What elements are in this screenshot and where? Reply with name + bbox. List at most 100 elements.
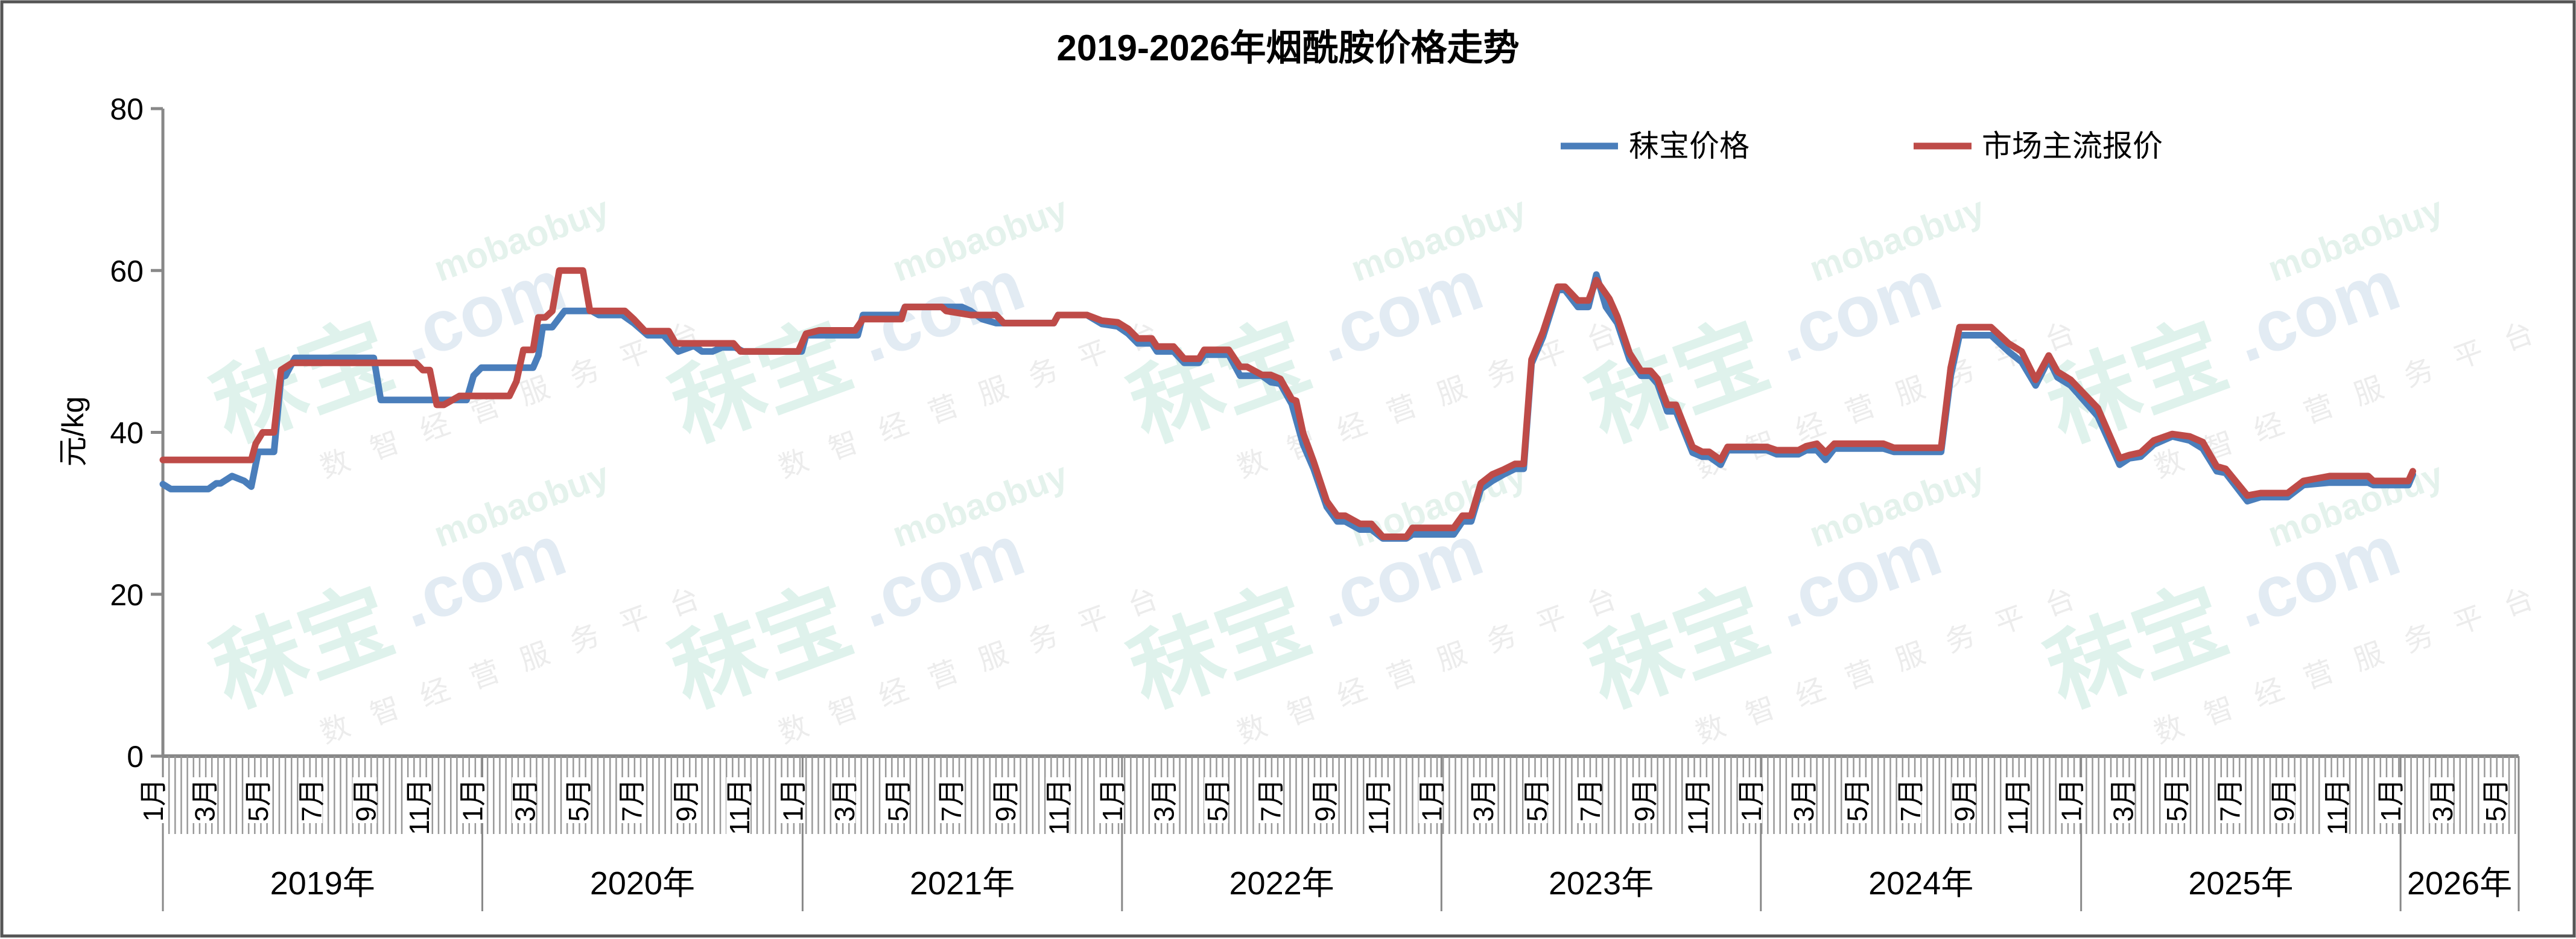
year-label: 2024年 bbox=[1868, 865, 1973, 902]
month-label-bg bbox=[352, 777, 377, 823]
month-label-bg bbox=[1470, 777, 1494, 823]
month-label: 1月 bbox=[457, 778, 488, 822]
month-label-bg bbox=[992, 777, 1017, 823]
month-label: 5月 bbox=[2161, 778, 2192, 822]
month-label: 3月 bbox=[2107, 778, 2139, 822]
month-label: 3月 bbox=[510, 778, 541, 822]
year-label: 2025年 bbox=[2188, 865, 2293, 902]
month-label-bg bbox=[1418, 777, 1443, 823]
legend: 秣宝价格 市场主流报价 bbox=[1561, 129, 2163, 163]
month-label-bg bbox=[1312, 777, 1336, 823]
month-label: 11月 bbox=[1682, 778, 1713, 835]
month-label-bg bbox=[1951, 777, 1976, 823]
month-label-bg bbox=[831, 777, 855, 823]
month-label: 7月 bbox=[2214, 778, 2245, 822]
month-label: 3月 bbox=[1148, 778, 1179, 822]
month-label-bg bbox=[779, 777, 804, 823]
month-label: 5月 bbox=[2480, 778, 2511, 822]
month-label: 1月 bbox=[2375, 778, 2406, 822]
legend-label-mobao: 秣宝价格 bbox=[1629, 129, 1750, 163]
month-label: 5月 bbox=[243, 778, 274, 822]
month-label: 5月 bbox=[1202, 778, 1233, 822]
month-label-bg bbox=[1576, 777, 1601, 823]
month-label: 7月 bbox=[616, 778, 647, 822]
month-label-bg bbox=[565, 777, 589, 823]
month-label: 7月 bbox=[1895, 778, 1926, 822]
month-label: 7月 bbox=[296, 778, 328, 822]
month-label-bg bbox=[1365, 777, 1389, 838]
y-axis: 0 20 40 60 80 bbox=[110, 92, 165, 774]
month-label-bg bbox=[191, 777, 216, 823]
month-label-bg bbox=[1897, 777, 1921, 823]
month-label: 11月 bbox=[2002, 778, 2034, 835]
month-label: 1月 bbox=[777, 778, 808, 822]
month-label: 11月 bbox=[1363, 778, 1394, 835]
month-label: 11月 bbox=[2322, 778, 2353, 835]
month-label: 3月 bbox=[189, 778, 221, 822]
month-label-bg bbox=[1099, 777, 1123, 823]
month-label-bg bbox=[2005, 777, 2029, 838]
month-label-bg bbox=[2482, 777, 2507, 823]
month-label: 1月 bbox=[1416, 778, 1447, 822]
y-tick-label: 40 bbox=[110, 416, 144, 450]
month-label-bg bbox=[1737, 777, 1762, 823]
month-label: 9月 bbox=[1949, 778, 1981, 822]
month-label-bg bbox=[1257, 777, 1282, 823]
month-label-bg bbox=[459, 777, 484, 823]
month-label-bg bbox=[2429, 777, 2454, 823]
month-label-bg bbox=[1523, 777, 1548, 823]
month-label: 5月 bbox=[563, 778, 594, 822]
month-label-bg bbox=[2163, 777, 2187, 823]
month-label: 1月 bbox=[1736, 778, 1767, 822]
month-label: 3月 bbox=[2427, 778, 2458, 822]
month-label-bg bbox=[2271, 777, 2295, 823]
month-label-bg bbox=[1045, 777, 1070, 838]
month-label-bg bbox=[1790, 777, 1815, 823]
month-label: 9月 bbox=[990, 778, 1021, 822]
month-label: 5月 bbox=[882, 778, 913, 822]
y-tick-label: 20 bbox=[110, 578, 144, 612]
year-label: 2019年 bbox=[270, 865, 375, 902]
y-tick-label: 0 bbox=[127, 740, 144, 774]
month-label: 5月 bbox=[1521, 778, 1552, 822]
month-label-bg bbox=[405, 777, 430, 838]
legend-label-market: 市场主流报价 bbox=[1982, 129, 2163, 163]
year-label: 2020年 bbox=[590, 865, 695, 902]
month-label: 3月 bbox=[1468, 778, 1499, 822]
month-label-bg bbox=[1684, 777, 1709, 838]
month-label: 3月 bbox=[829, 778, 860, 822]
year-label: 2021年 bbox=[910, 865, 1015, 902]
month-label-bg bbox=[618, 777, 643, 823]
month-label: 7月 bbox=[936, 778, 967, 822]
month-label: 1月 bbox=[1097, 778, 1128, 822]
month-label: 9月 bbox=[670, 778, 702, 822]
month-label: 11月 bbox=[724, 778, 755, 835]
month-label-bg bbox=[512, 777, 536, 823]
month-label: 5月 bbox=[1841, 778, 1873, 822]
year-label: 2023年 bbox=[1549, 865, 1654, 902]
month-label: 9月 bbox=[350, 778, 381, 822]
month-label-bg bbox=[245, 777, 270, 823]
month-label-bg bbox=[2216, 777, 2241, 823]
month-label-bg bbox=[298, 777, 323, 823]
month-label-bg bbox=[2110, 777, 2134, 823]
series-layer bbox=[159, 267, 2416, 542]
month-label-bg bbox=[2378, 777, 2402, 823]
year-label: 2022年 bbox=[1229, 865, 1334, 902]
month-label-bg bbox=[884, 777, 909, 823]
month-label: 11月 bbox=[404, 778, 435, 835]
month-label: 7月 bbox=[1575, 778, 1606, 822]
month-label-bg bbox=[1844, 777, 1868, 823]
x-axis: 2019年 1月 3月 5月 7月 9月 11月 2020年 1月 3月 5月 7月 9月 11月 2021… bbox=[138, 754, 2520, 911]
month-label: 7月 bbox=[1255, 778, 1286, 822]
month-label-bg bbox=[673, 777, 697, 823]
y-tick-label: 60 bbox=[110, 254, 144, 288]
month-label-bg bbox=[2324, 777, 2349, 838]
month-label-bg bbox=[1150, 777, 1175, 823]
month-label: 11月 bbox=[1043, 778, 1074, 835]
year-label: 2026年 bbox=[2407, 865, 2512, 902]
month-label-bg bbox=[2058, 777, 2083, 823]
month-label-bg bbox=[937, 777, 962, 823]
